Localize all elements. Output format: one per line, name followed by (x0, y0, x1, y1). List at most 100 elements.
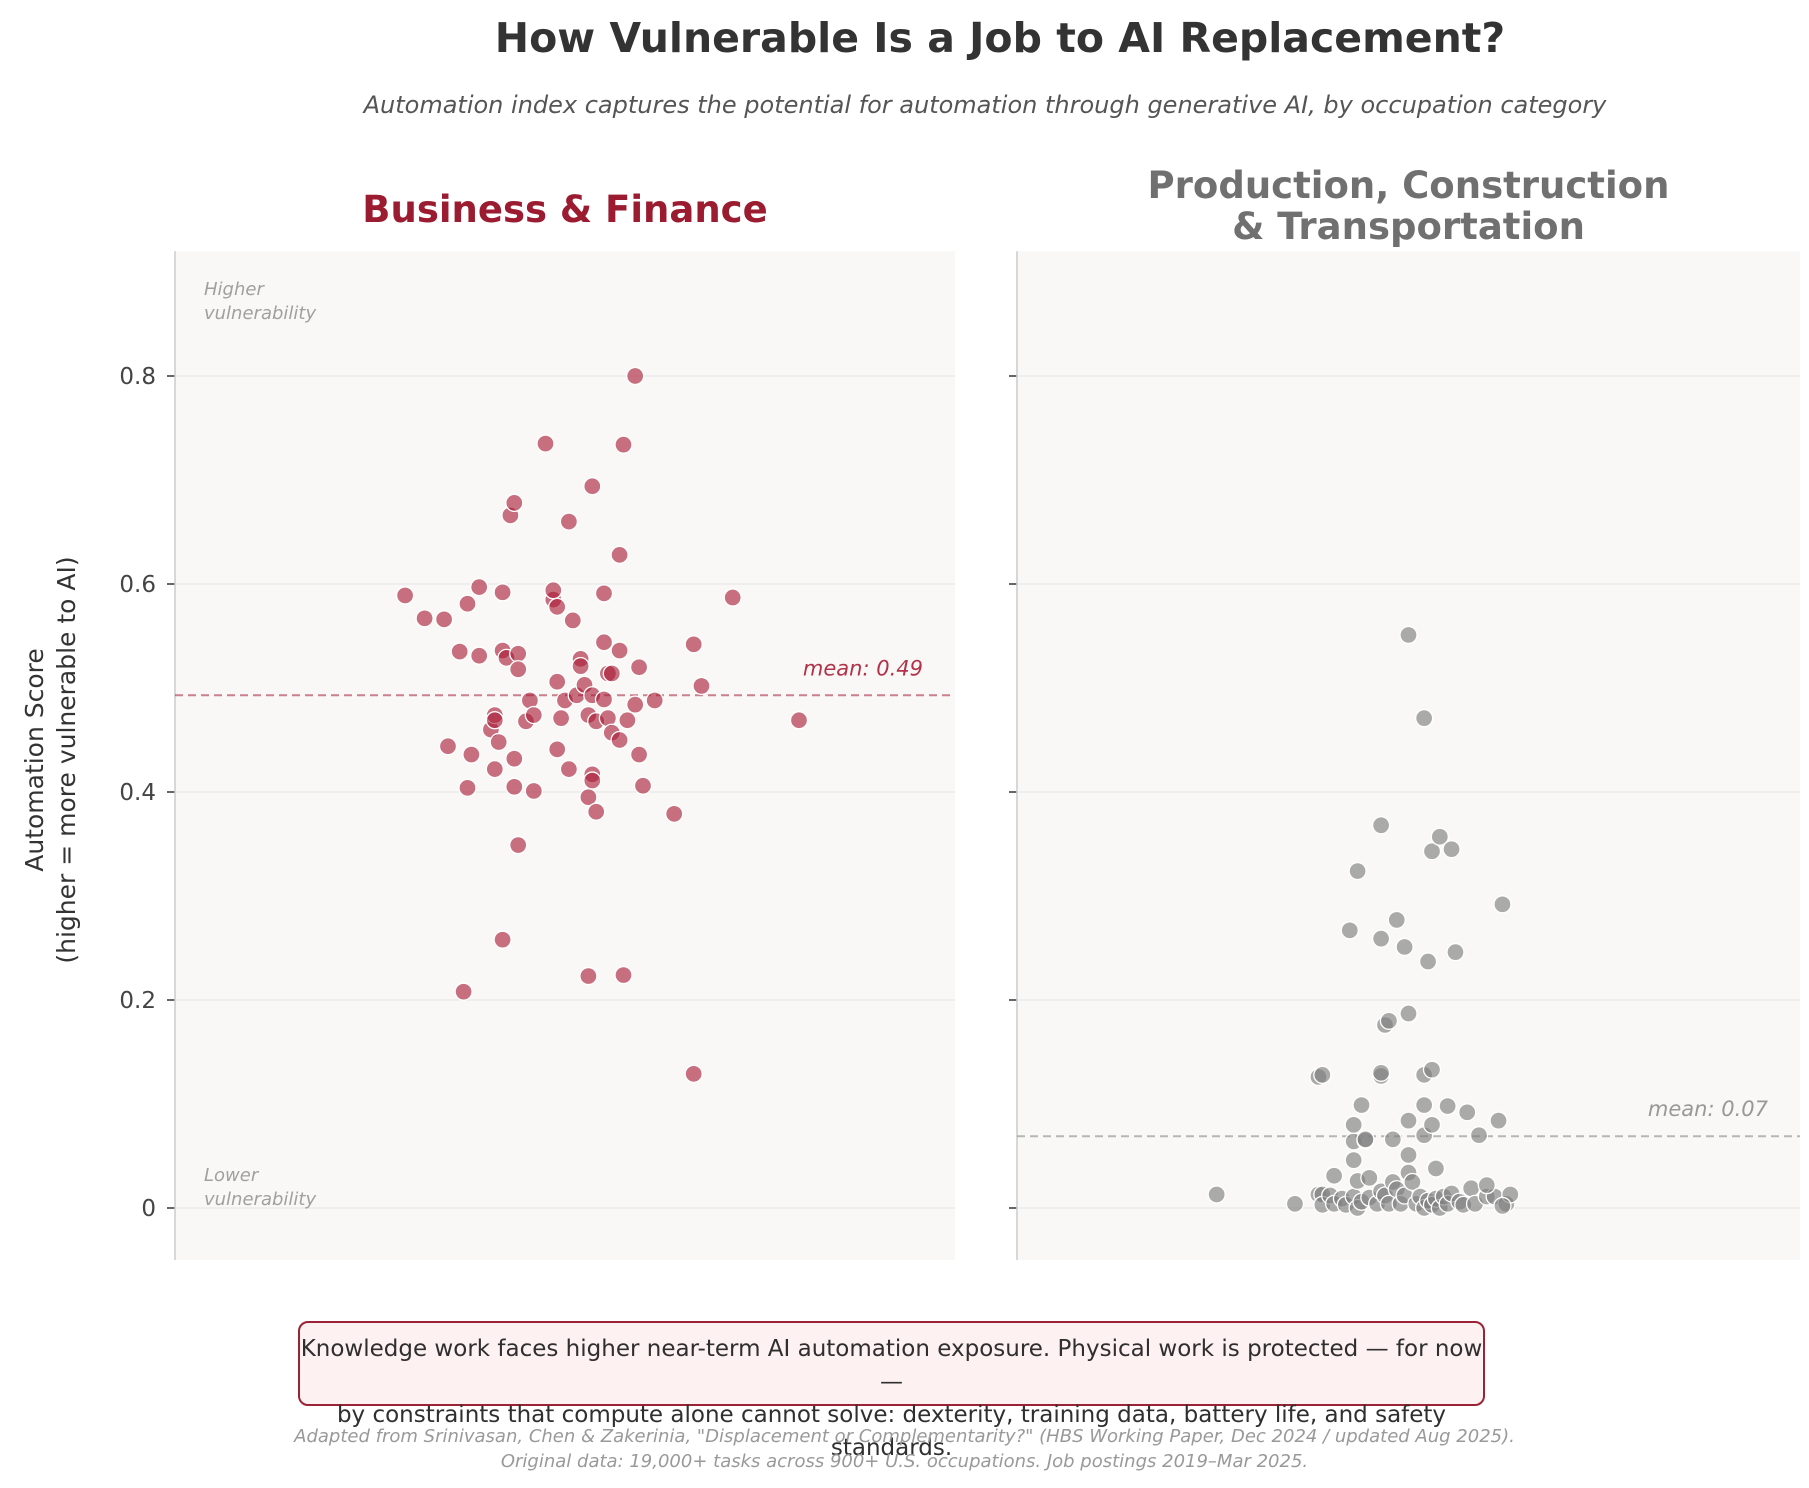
data-point-business (579, 966, 598, 986)
data-point-production (1371, 816, 1391, 835)
data-point-business (415, 609, 434, 628)
data-point-production (1418, 952, 1438, 971)
data-point-business (602, 664, 621, 683)
data-point-production (1399, 1145, 1418, 1165)
data-point-business (618, 711, 637, 730)
data-point-business (610, 730, 629, 750)
data-point-production (1442, 840, 1461, 859)
y-tick-label: 0.8 (119, 364, 156, 390)
data-point-business (509, 660, 528, 679)
data-point-production (1399, 1004, 1418, 1023)
y-axis-label-line2: (higher = more vulnerable to AI) (52, 556, 81, 963)
data-point-production (1403, 1172, 1422, 1192)
mean-label-business: mean: 0.49 (803, 656, 923, 680)
data-point-production (1340, 921, 1359, 940)
data-point-business (493, 583, 512, 602)
plot-area-business (175, 251, 955, 1260)
data-point-business (594, 633, 614, 652)
y-tick-label: 0.2 (119, 988, 156, 1014)
data-point-business (587, 802, 606, 821)
data-point-production (1422, 842, 1442, 861)
data-point-business (629, 745, 649, 764)
data-point-business (485, 759, 504, 779)
data-point-business (614, 965, 633, 985)
data-point-production (1415, 709, 1434, 728)
data-point-business (505, 493, 524, 513)
data-point-production (1438, 1096, 1457, 1116)
data-point-business (645, 691, 664, 710)
data-point-business (723, 588, 742, 607)
panel-title-business: Business & Finance (362, 188, 767, 231)
data-point-business (594, 584, 614, 603)
data-point-production (1371, 929, 1391, 948)
data-point-business (493, 930, 512, 949)
source-note-line2: Original data: 19,000+ tasks across 900+… (500, 1451, 1309, 1472)
data-point-business (614, 435, 633, 454)
data-point-business (450, 642, 469, 661)
data-point-business (524, 781, 543, 801)
data-point-production (1379, 1011, 1399, 1030)
panel-title-production: & Transportation (1232, 205, 1585, 248)
mean-label-production: mean: 0.07 (1648, 1097, 1769, 1121)
data-point-business (470, 577, 489, 597)
data-point-business (548, 672, 567, 691)
data-point-business (505, 749, 524, 768)
data-point-business (458, 594, 477, 613)
y-tick-label: 0.4 (119, 780, 156, 806)
data-point-production (1399, 625, 1418, 645)
data-point-production (1313, 1065, 1332, 1085)
y-tick-label: 0.6 (119, 572, 156, 598)
data-point-production (1383, 1130, 1402, 1149)
data-point-business (629, 658, 649, 677)
data-point-business (583, 477, 602, 496)
data-point-production (1422, 1060, 1442, 1079)
data-point-production (1344, 1115, 1363, 1134)
data-point-production (1356, 1130, 1375, 1149)
source-note-line1: Adapted from Srinivasan, Chen & Zakerini… (294, 1426, 1515, 1447)
data-point-business (536, 434, 555, 453)
data-point-business (509, 835, 528, 855)
y-axis-label-line1: Automation Score (20, 648, 49, 872)
data-point-production (1469, 1126, 1489, 1145)
higher-vulnerability-label-line1: Higher (204, 279, 265, 300)
data-point-production (1426, 1159, 1446, 1178)
takeaway-note-line2: by constraints that compute alone cannot… (336, 1402, 1447, 1461)
data-point-production (1324, 1166, 1344, 1185)
data-point-business (489, 732, 508, 752)
data-point-business (563, 611, 582, 630)
data-point-business (610, 545, 629, 565)
data-point-business (665, 804, 684, 823)
data-point-business (626, 366, 645, 386)
panel-business-finance: 0 0.2 0.4 0.6 0.8 mean: 0.49 Business & Financ… (119, 188, 955, 1260)
lower-vulnerability-label-line2: vulnerability (204, 1189, 316, 1210)
data-point-production (1360, 1168, 1379, 1187)
data-point-business (454, 982, 473, 1001)
panel-title-production: Production, Construction (1148, 164, 1670, 207)
data-point-production (1422, 1115, 1442, 1134)
data-point-production (1446, 943, 1465, 962)
data-point-business (470, 646, 489, 665)
plot-area-production (1017, 251, 1800, 1260)
data-point-business (458, 778, 477, 797)
data-point-production (1352, 1095, 1371, 1115)
data-point-business (509, 644, 528, 663)
data-point-business (434, 610, 454, 629)
data-point-business (395, 586, 415, 605)
data-point-business (594, 690, 614, 709)
data-point-business (579, 788, 598, 807)
data-point-business (485, 711, 504, 730)
data-point-business (692, 676, 711, 696)
data-point-production (1344, 1151, 1363, 1170)
data-point-business (559, 512, 579, 531)
data-point-business (548, 597, 567, 617)
data-point-business (633, 776, 653, 795)
data-point-business (684, 635, 703, 654)
chart-subtitle: Automation index captures the potential … (362, 91, 1608, 119)
data-point-production (1371, 1063, 1391, 1082)
data-point-production (1348, 861, 1367, 881)
data-point-business (544, 581, 563, 600)
data-point-production (1493, 895, 1512, 914)
data-point-production (1477, 1175, 1496, 1195)
takeaway-note-line1: Knowledge work faces higher near-term AI… (300, 1336, 1483, 1395)
